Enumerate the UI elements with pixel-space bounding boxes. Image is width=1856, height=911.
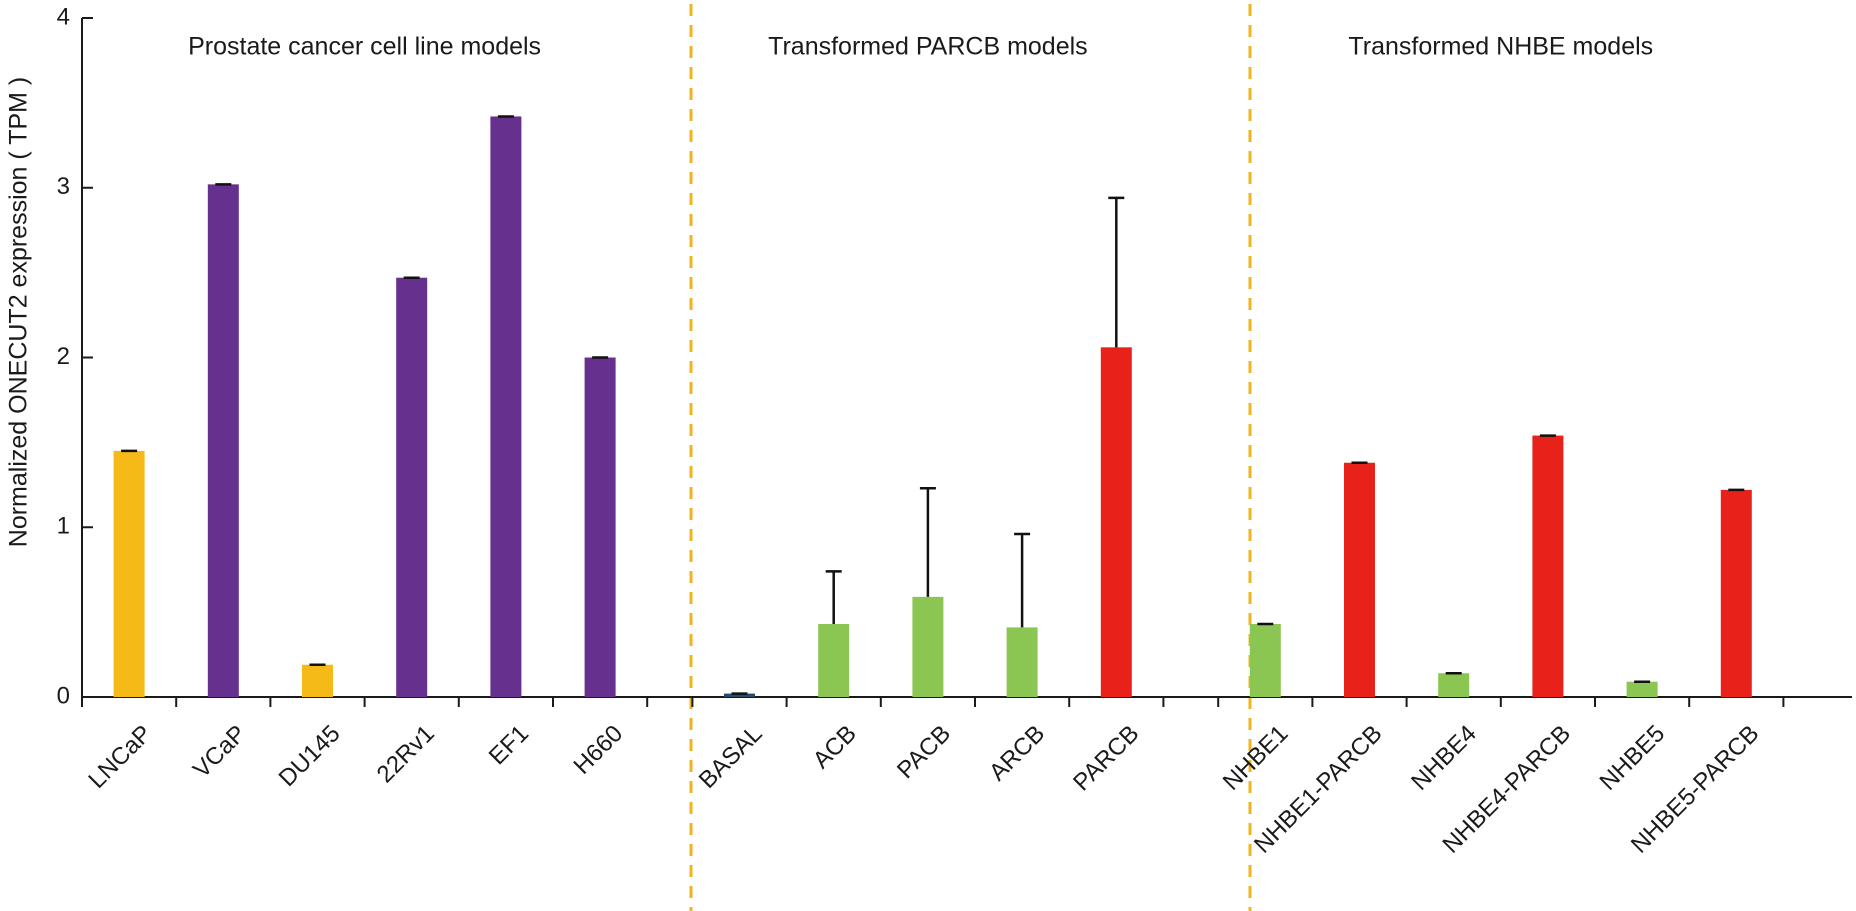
category-labels: LNCaP VCaP DU145 22Rv1 EF1 H660 BASAL ACB PACB AR… — [83, 720, 1764, 859]
y-tick-label: 2 — [57, 343, 70, 370]
x-tick-label: NHBE5 — [1595, 720, 1671, 796]
bar-parcb — [1100, 347, 1132, 697]
bar-nhbe1-parcb — [1344, 462, 1375, 697]
y-tick-label: 4 — [57, 3, 70, 30]
group-title: Prostate cancer cell line models — [188, 33, 541, 61]
y-axis-label: Normalized ONECUT2 expression ( TPM ) — [5, 77, 33, 547]
x-tick-label: H660 — [569, 720, 629, 780]
group-separators — [689, 4, 1252, 911]
bar-arcb — [1006, 627, 1038, 697]
x-tick-label: ARCB — [984, 720, 1050, 786]
x-tick-label: LNCaP — [83, 720, 157, 794]
bar-nhbe4-parcb — [1532, 435, 1564, 697]
x-tick-label: BASAL — [694, 720, 768, 794]
x-axis — [81, 696, 1852, 707]
y-tick-label: 0 — [57, 682, 70, 709]
bar-22rv1 — [396, 277, 428, 697]
bar-vcap — [207, 184, 239, 698]
bar-nhbe5-parcb — [1720, 489, 1752, 697]
bar-acb — [818, 624, 850, 697]
bar-basal — [724, 693, 755, 697]
x-tick-label: DU145 — [274, 720, 346, 792]
bars — [113, 116, 1752, 698]
x-tick-label: EF1 — [484, 720, 534, 770]
bar-ef1 — [490, 116, 522, 697]
x-tick-label: VCaP — [188, 720, 251, 783]
group-titles: Prostate cancer cell line models Transfor… — [188, 33, 1653, 61]
x-tick-label: NHBE1 — [1218, 720, 1294, 796]
x-tick-label: NHBE4 — [1406, 720, 1482, 796]
bar-lncap — [113, 450, 145, 697]
x-tick-label: PARCB — [1068, 720, 1144, 796]
y-tick-label: 1 — [57, 513, 70, 540]
group-title: Transformed NHBE models — [1348, 33, 1653, 61]
group-title: Transformed PARCB models — [768, 33, 1088, 61]
y-axis: 0 1 2 3 4 — [57, 3, 93, 709]
x-tick-label: ACB — [808, 720, 862, 774]
y-tick-label: 3 — [57, 173, 70, 200]
x-tick-label: PACB — [892, 720, 956, 784]
bar-nhbe5 — [1626, 681, 1658, 697]
bar-pacb — [912, 596, 944, 697]
x-tick-label: 22Rv1 — [372, 720, 440, 788]
bar-h660 — [584, 357, 616, 697]
bar-nhbe1 — [1249, 624, 1281, 697]
bar-nhbe4 — [1438, 673, 1470, 697]
error-bars — [121, 115, 1745, 695]
bar-du145 — [302, 664, 333, 697]
